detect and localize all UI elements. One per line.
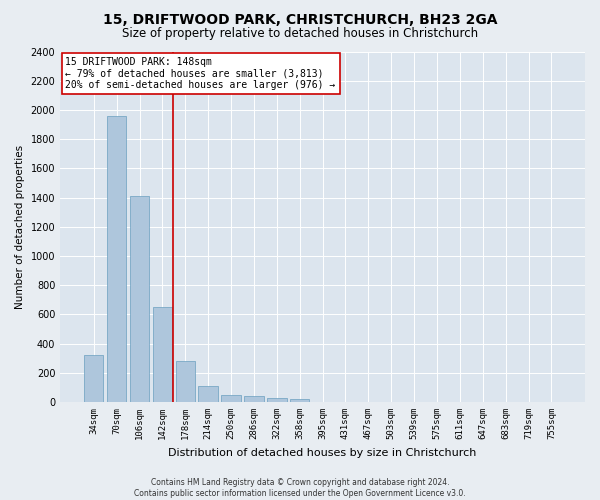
Bar [130, 196, 149, 402]
X-axis label: Distribution of detached houses by size in Christchurch: Distribution of detached houses by size … [169, 448, 477, 458]
Bar [84, 354, 103, 402]
Bar [176, 361, 195, 402]
Bar [199, 386, 218, 402]
Text: Size of property relative to detached houses in Christchurch: Size of property relative to detached ho… [122, 28, 478, 40]
Bar [221, 395, 241, 402]
Bar [290, 399, 310, 402]
Text: 15 DRIFTWOOD PARK: 148sqm
← 79% of detached houses are smaller (3,813)
20% of se: 15 DRIFTWOOD PARK: 148sqm ← 79% of detac… [65, 57, 335, 90]
Text: 15, DRIFTWOOD PARK, CHRISTCHURCH, BH23 2GA: 15, DRIFTWOOD PARK, CHRISTCHURCH, BH23 2… [103, 12, 497, 26]
Y-axis label: Number of detached properties: Number of detached properties [15, 144, 25, 309]
Bar [244, 396, 263, 402]
Text: Contains HM Land Registry data © Crown copyright and database right 2024.
Contai: Contains HM Land Registry data © Crown c… [134, 478, 466, 498]
Bar [267, 398, 287, 402]
Bar [107, 116, 127, 402]
Bar [152, 307, 172, 402]
